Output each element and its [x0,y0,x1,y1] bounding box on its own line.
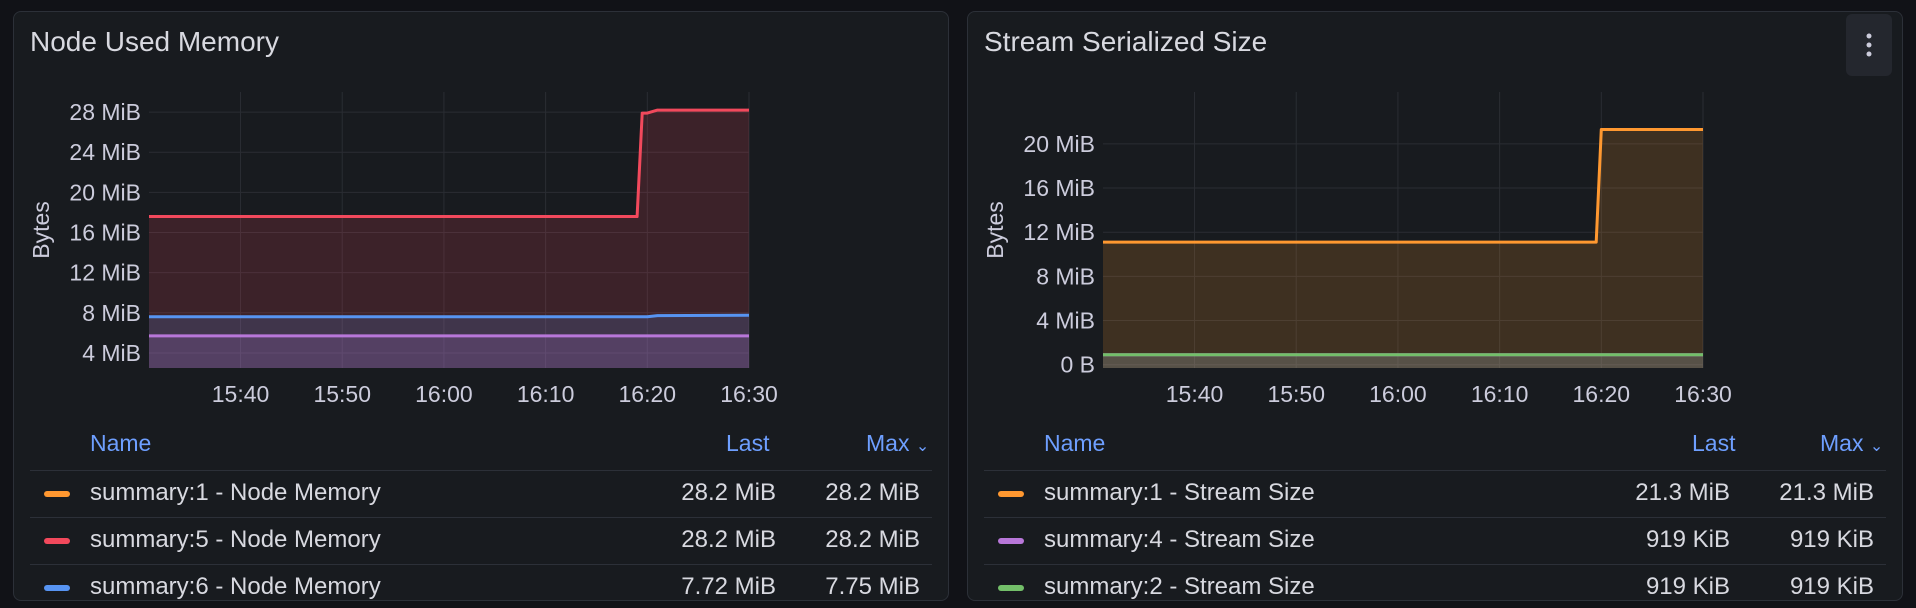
x-tick-label: 16:20 [619,381,677,407]
series-line [149,313,750,319]
legend-max-value: 919 KiB [1789,573,1874,600]
y-tick-label: 16 MiB [69,220,141,246]
legend-row[interactable]: summary:1 - Node Memory 28.2 MiB 28.2 Mi… [30,471,932,518]
y-tick-label: 28 MiB [69,99,141,125]
node-used-memory-chart: 15:40 15:50 16:00 16:10 16:20 16:30 4 MiB 8 MiB… [28,92,778,407]
y-tick-label: 16 MiB [1023,175,1095,201]
legend-series-name: summary:2 - Stream Size [1044,573,1315,600]
node-used-memory-panel: Node Used Memory 15:40 15:50 16:00 16:10 16:… [13,11,949,601]
x-tick-label: 15:40 [212,381,270,407]
y-tick-label: 24 MiB [69,139,141,165]
legend-row[interactable]: summary:6 - Node Memory 7.72 MiB 7.75 Mi… [30,565,932,600]
legend-max-value: 21.3 MiB [1779,479,1874,506]
series-area [149,110,749,368]
series-area [1103,354,1703,368]
legend-max-label: Max [866,430,910,456]
x-tick-label: 15:40 [1166,381,1224,407]
series-area [149,335,749,368]
y-tick-label: 8 MiB [82,300,141,326]
panel-menu-button[interactable] [1846,14,1892,76]
legend-max-header[interactable]: Max ⌄ [866,430,929,457]
legend-last-value: 919 KiB [1645,526,1730,553]
legend-series-name: summary:1 - Node Memory [90,479,381,506]
chevron-down-icon: ⌄ [915,438,930,455]
legend-last-value: 28.2 MiB [681,526,776,553]
series-area [1103,129,1703,368]
y-axis-label: Bytes [982,201,1008,259]
x-tick-label: 15:50 [1267,381,1325,407]
legend-last-header[interactable]: Last [1692,430,1736,456]
legend-last-value: 7.72 MiB [681,573,776,600]
y-tick-label: 12 MiB [69,260,141,286]
stream-serialized-size-chart: 15:40 15:50 16:00 16:10 16:20 16:30 0 B 4 MiB 8 … [982,92,1732,407]
legend-row[interactable]: summary:1 - Stream Size 21.3 MiB 21.3 Mi… [984,471,1886,518]
x-tick-label: 16:10 [1471,381,1529,407]
legend-max-value: 919 KiB [1789,526,1874,553]
x-tick-label: 16:00 [415,381,473,407]
series-line [149,108,749,218]
stream-serialized-size-panel: Stream Serialized Size 15:40 15:50 16:00 16… [967,11,1903,601]
legend-header: Name Last Max ⌄ [984,420,1886,471]
x-tick-label: 16:30 [1674,381,1732,407]
y-tick-label: 20 MiB [1023,131,1095,157]
legend-max-value: 28.2 MiB [825,526,920,553]
legend-header: Name Last Max ⌄ [30,420,932,471]
legend-series-name: summary:1 - Stream Size [1044,479,1315,506]
x-tick-label: 16:10 [517,381,575,407]
series-area [149,315,749,368]
series-color-swatch [44,585,70,591]
series-color-swatch [44,491,70,497]
legend-last-value: 919 KiB [1645,573,1730,600]
series-area [1103,354,1703,368]
legend-last-value: 21.3 MiB [1635,479,1730,506]
legend-max-value: 7.75 MiB [825,573,920,600]
legend-max-label: Max [1820,430,1864,456]
legend-series-name: summary:4 - Stream Size [1044,526,1315,553]
legend-max-value: 28.2 MiB [825,479,920,506]
panel-title: Node Used Memory [30,26,279,57]
series-line [1103,128,1703,244]
legend-name-header[interactable]: Name [90,430,152,456]
series-color-swatch [44,538,70,544]
kebab-menu-icon [1866,33,1872,57]
legend-row[interactable]: summary:2 - Stream Size 919 KiB 919 KiB [984,565,1886,600]
y-axis-label: Bytes [28,201,54,259]
x-tick-label: 15:50 [313,381,371,407]
legend-series-name: summary:5 - Node Memory [90,526,381,553]
panel-title: Stream Serialized Size [984,26,1268,57]
legend-max-header[interactable]: Max ⌄ [1820,430,1883,457]
x-tick-label: 16:20 [1573,381,1631,407]
chevron-down-icon: ⌄ [1869,438,1884,455]
legend-row[interactable]: summary:5 - Node Memory 28.2 MiB 28.2 Mi… [30,518,932,565]
y-tick-label: 20 MiB [69,179,141,205]
series-color-swatch [998,585,1024,591]
legend-last-value: 28.2 MiB [681,479,776,506]
x-tick-label: 16:30 [720,381,778,407]
y-tick-label: 12 MiB [1023,219,1095,245]
y-tick-label: 0 B [1060,352,1095,378]
legend-row[interactable]: summary:4 - Stream Size 919 KiB 919 KiB [984,518,1886,565]
y-tick-label: 4 MiB [82,340,141,366]
y-tick-label: 4 MiB [1036,308,1095,334]
legend-last-header[interactable]: Last [726,430,770,456]
x-tick-label: 16:00 [1369,381,1427,407]
y-tick-label: 8 MiB [1036,263,1095,289]
legend-name-header[interactable]: Name [1044,430,1106,456]
series-color-swatch [998,491,1024,497]
series-color-swatch [998,538,1024,544]
legend-series-name: summary:6 - Node Memory [90,573,381,600]
